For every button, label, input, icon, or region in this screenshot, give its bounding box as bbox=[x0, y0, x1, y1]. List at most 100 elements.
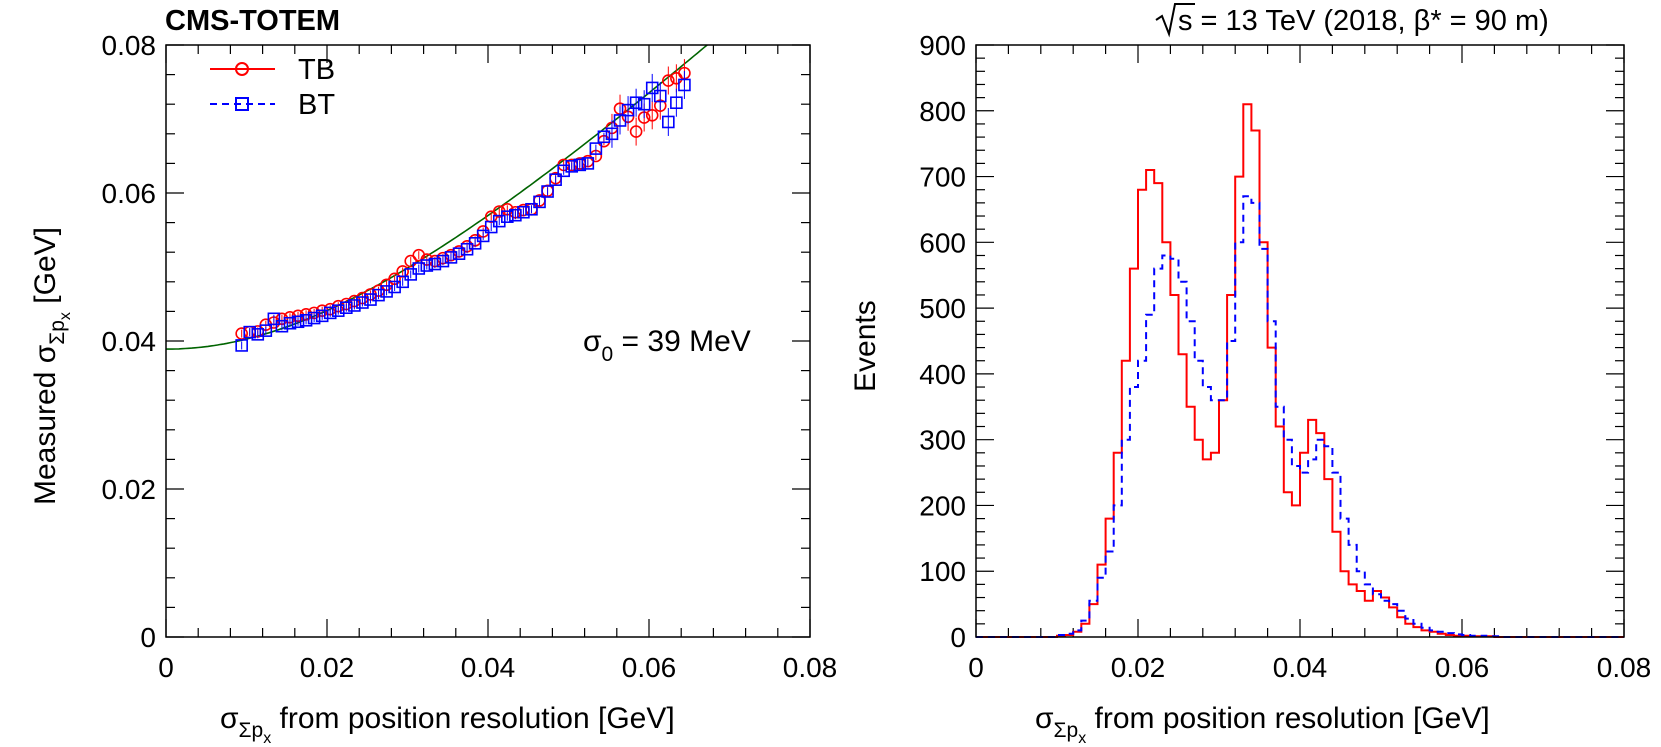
left-x-tick-labels: 0 0.02 0.04 0.06 0.08 bbox=[158, 652, 837, 683]
experiment-label: CMS-TOTEM bbox=[165, 5, 340, 37]
tb-point bbox=[235, 327, 248, 340]
sigma0-sub: 0 bbox=[602, 343, 614, 366]
chart1-x-tick-label: 0.04 bbox=[1273, 652, 1328, 683]
bt-point bbox=[605, 127, 619, 141]
bt-point bbox=[356, 296, 369, 309]
chart0-x-tick-label: 0.06 bbox=[622, 652, 677, 683]
bt-point bbox=[291, 315, 305, 329]
chart1-y-tick-label: 100 bbox=[919, 556, 966, 587]
bt-point bbox=[420, 259, 434, 272]
right-y-axis-title: Events bbox=[849, 300, 882, 392]
chart1-y-tick-label: 0 bbox=[950, 622, 966, 653]
left-ylabel-rest: [GeV] bbox=[29, 227, 62, 312]
bt-point bbox=[267, 312, 281, 326]
bt-point bbox=[637, 97, 651, 111]
bt-point bbox=[476, 229, 490, 243]
right-xlabel-subsub: x bbox=[1078, 730, 1086, 747]
sigma0-rest: = 39 MeV bbox=[613, 325, 751, 358]
legend-bt-marker bbox=[235, 97, 249, 111]
left-fit bbox=[166, 44, 708, 350]
legend-tb-label: TB bbox=[298, 54, 335, 86]
bt-point bbox=[372, 288, 385, 302]
bt-point bbox=[243, 325, 257, 339]
chart1-y-tick-label: 200 bbox=[919, 490, 966, 521]
bt-point bbox=[557, 164, 570, 178]
histogram-bt bbox=[976, 195, 1624, 638]
energy-label-prefix: s bbox=[1178, 5, 1193, 37]
left-y-axis-title: Measured σΣpx [GeV] bbox=[29, 227, 74, 505]
bt-point bbox=[645, 81, 659, 95]
bt-point bbox=[444, 251, 458, 264]
bt-point bbox=[670, 96, 683, 110]
energy-label-rest: = 13 TeV (2018, β* = 90 m) bbox=[1193, 5, 1549, 37]
right-ticks bbox=[975, 44, 1625, 638]
right-y-tick-labels: 0 100 200 300 400 500 600 700 800 900 bbox=[919, 30, 966, 653]
left-xlabel-sub: Σp bbox=[239, 719, 264, 742]
chart0-y-tick-label: 0.02 bbox=[102, 474, 157, 505]
chart0-y-tick-label: 0 bbox=[140, 622, 156, 653]
bt-point bbox=[412, 262, 426, 275]
bt-point bbox=[340, 301, 353, 315]
left-x-axis-title: σΣpx from position resolution [GeV] bbox=[220, 702, 675, 747]
bt-point bbox=[428, 257, 442, 271]
energy-label: s = 13 TeV (2018, β* = 90 m) bbox=[1155, 3, 1549, 38]
sqrt-symbol bbox=[1155, 3, 1195, 38]
bt-point bbox=[501, 210, 514, 223]
legend-tb-marker bbox=[235, 62, 249, 76]
chart1-y-tick-label: 600 bbox=[919, 227, 966, 258]
bt-point bbox=[331, 304, 345, 317]
bt-point bbox=[436, 254, 450, 268]
bt-point bbox=[315, 309, 329, 323]
bt-point bbox=[565, 160, 579, 173]
chart1-x-tick-label: 0 bbox=[968, 652, 984, 683]
bt-point bbox=[364, 293, 377, 306]
bt-point bbox=[662, 115, 675, 129]
bt-point bbox=[380, 285, 393, 298]
bt-point bbox=[251, 328, 265, 341]
bt-point bbox=[589, 142, 603, 155]
left-xlabel-main: σ bbox=[220, 702, 239, 735]
chart1-y-tick-label: 300 bbox=[919, 425, 966, 456]
chart0-y-tick-label: 0.04 bbox=[102, 326, 157, 357]
tb-point bbox=[645, 109, 659, 122]
left-y-tick-labels: 0 0.02 0.04 0.06 0.08 bbox=[102, 30, 157, 653]
bt-point bbox=[621, 103, 635, 117]
left-ylabel-main: Measured σ bbox=[29, 344, 62, 505]
left-xlabel-subsub: x bbox=[263, 730, 271, 747]
bt-point bbox=[549, 173, 562, 186]
bt-point bbox=[653, 89, 667, 103]
right-histograms bbox=[976, 103, 1624, 638]
bt-point bbox=[517, 205, 530, 219]
bt-point bbox=[307, 311, 321, 325]
bt-point bbox=[259, 324, 273, 337]
bt-point bbox=[629, 96, 643, 110]
chart1-x-tick-label: 0.06 bbox=[1435, 652, 1490, 683]
right-frame bbox=[975, 44, 1625, 638]
left-panel: 0 0.02 0.04 0.06 0.08 0 0.02 0.04 0.06 0.08 TB B… bbox=[29, 30, 837, 747]
chart1-y-tick-label: 700 bbox=[919, 162, 966, 193]
bt-point bbox=[452, 247, 466, 260]
chart0-x-tick-label: 0.02 bbox=[300, 652, 355, 683]
bt-point bbox=[597, 130, 611, 144]
bt-point bbox=[275, 319, 289, 333]
bt-point bbox=[323, 306, 337, 320]
series-bt bbox=[235, 70, 691, 352]
chart0-y-tick-label: 0.06 bbox=[102, 178, 157, 209]
bt-point bbox=[525, 202, 538, 216]
chart1-y-tick-label: 900 bbox=[919, 30, 966, 61]
bt-point bbox=[235, 339, 248, 352]
left-ylabel-subsub: x bbox=[57, 312, 74, 320]
fit-curve bbox=[166, 44, 708, 350]
svg-text:s = 13 TeV (2018, β* = 90 m): s = 13 TeV (2018, β* = 90 m) bbox=[1178, 5, 1549, 37]
histogram-tb bbox=[976, 103, 1624, 638]
bt-point bbox=[492, 214, 506, 228]
chart0-x-tick-label: 0.08 bbox=[783, 652, 838, 683]
right-panel: 0 0.02 0.04 0.06 0.08 0 100 200 300 400 500 600 700… bbox=[849, 30, 1651, 747]
left-legend: TB BT bbox=[210, 54, 335, 121]
right-xlabel-rest: from position resolution [GeV] bbox=[1086, 702, 1490, 735]
bt-point bbox=[299, 313, 313, 327]
right-xlabel-main: σ bbox=[1035, 702, 1054, 735]
bt-point bbox=[678, 78, 691, 92]
sigma0-main: σ bbox=[583, 325, 602, 358]
